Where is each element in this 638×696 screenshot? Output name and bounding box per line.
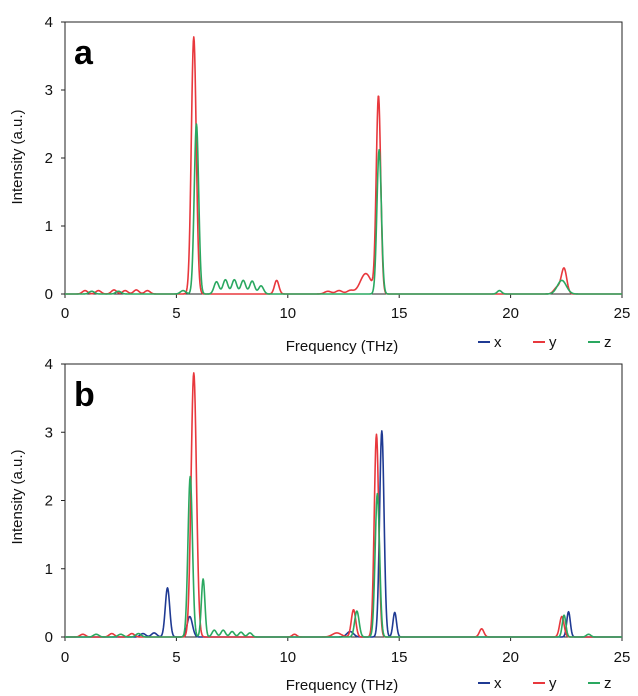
panel-a-legend-label-x: x xyxy=(494,334,502,351)
panel-b-y-tick-label: 0 xyxy=(45,629,53,646)
panel-a-x-tick-label: 25 xyxy=(614,305,631,322)
panel-b-y-tick-label: 4 xyxy=(45,356,53,373)
panel-b-series-z-line xyxy=(64,475,623,638)
panel-a-y-tick-label: 4 xyxy=(45,14,53,31)
panel-b-x-tick-label: 25 xyxy=(614,649,631,666)
panel-a-legend: x y z xyxy=(478,334,612,351)
panel-a-legend-label-y: y xyxy=(549,334,557,351)
panel-a-x-tick-label: 0 xyxy=(61,305,69,322)
panel-b-legend-label-x: x xyxy=(494,675,502,692)
panel-a-x-tick-label: 15 xyxy=(391,305,408,322)
panel-a-series xyxy=(64,36,623,295)
panel-b-y-tick-label: 1 xyxy=(45,561,53,578)
panel-b-x-tick-label: 5 xyxy=(172,649,180,666)
panel-a-y-tick-label: 3 xyxy=(45,82,53,99)
panel-b-x-tick-label: 20 xyxy=(502,649,519,666)
panel-b-series-x-line xyxy=(64,430,623,638)
panel-a-y-tick-label: 2 xyxy=(45,150,53,167)
panel-a-legend-label-z: z xyxy=(604,334,612,351)
panel-b-plot-frame xyxy=(64,363,623,638)
panel-b-legend: x y z xyxy=(478,675,612,692)
panel-b-x-tick-label: 10 xyxy=(279,649,296,666)
panel-a-x-tick-label: 5 xyxy=(172,305,180,322)
panel-b-series-y-line xyxy=(64,372,623,638)
panel-a-letter: a xyxy=(74,34,94,72)
panel-b: b 0 5 10 15 20 25 0 1 2 3 4 Frequency (THz) Intens… xyxy=(9,356,630,694)
panel-a-plot-frame xyxy=(64,21,623,295)
panel-b-x-tick-label: 0 xyxy=(61,649,69,666)
panel-b-legend-label-z: z xyxy=(604,675,612,692)
panel-b-x-tick-label: 15 xyxy=(391,649,408,666)
panel-a-ylabel: Intensity (a.u.) xyxy=(9,109,26,204)
panel-b-series xyxy=(64,372,623,638)
panel-a-xlabel: Frequency (THz) xyxy=(286,338,399,355)
panel-a-y-tick-label: 0 xyxy=(45,286,53,303)
panel-a-series-y-line xyxy=(64,36,623,295)
panel-a-axes: 0 5 10 15 20 25 0 1 2 3 4 xyxy=(45,14,631,322)
panel-b-letter: b xyxy=(74,376,95,414)
panel-a-x-tick-label: 20 xyxy=(502,305,519,322)
panel-a-x-tick-label: 10 xyxy=(279,305,296,322)
panel-a-y-tick-label: 1 xyxy=(45,218,53,235)
panel-a-series-z-line xyxy=(64,123,623,295)
panel-b-legend-label-y: y xyxy=(549,675,557,692)
panel-b-ylabel: Intensity (a.u.) xyxy=(9,449,26,544)
panel-b-axes: 0 5 10 15 20 25 0 1 2 3 4 xyxy=(45,356,631,666)
panel-b-y-tick-label: 2 xyxy=(45,493,53,510)
panel-b-xlabel: Frequency (THz) xyxy=(286,677,399,694)
panel-b-y-tick-label: 3 xyxy=(45,424,53,441)
panel-a: a 0 5 10 15 20 25 0 1 2 3 4 Frequency (THz) Intens… xyxy=(9,14,630,355)
